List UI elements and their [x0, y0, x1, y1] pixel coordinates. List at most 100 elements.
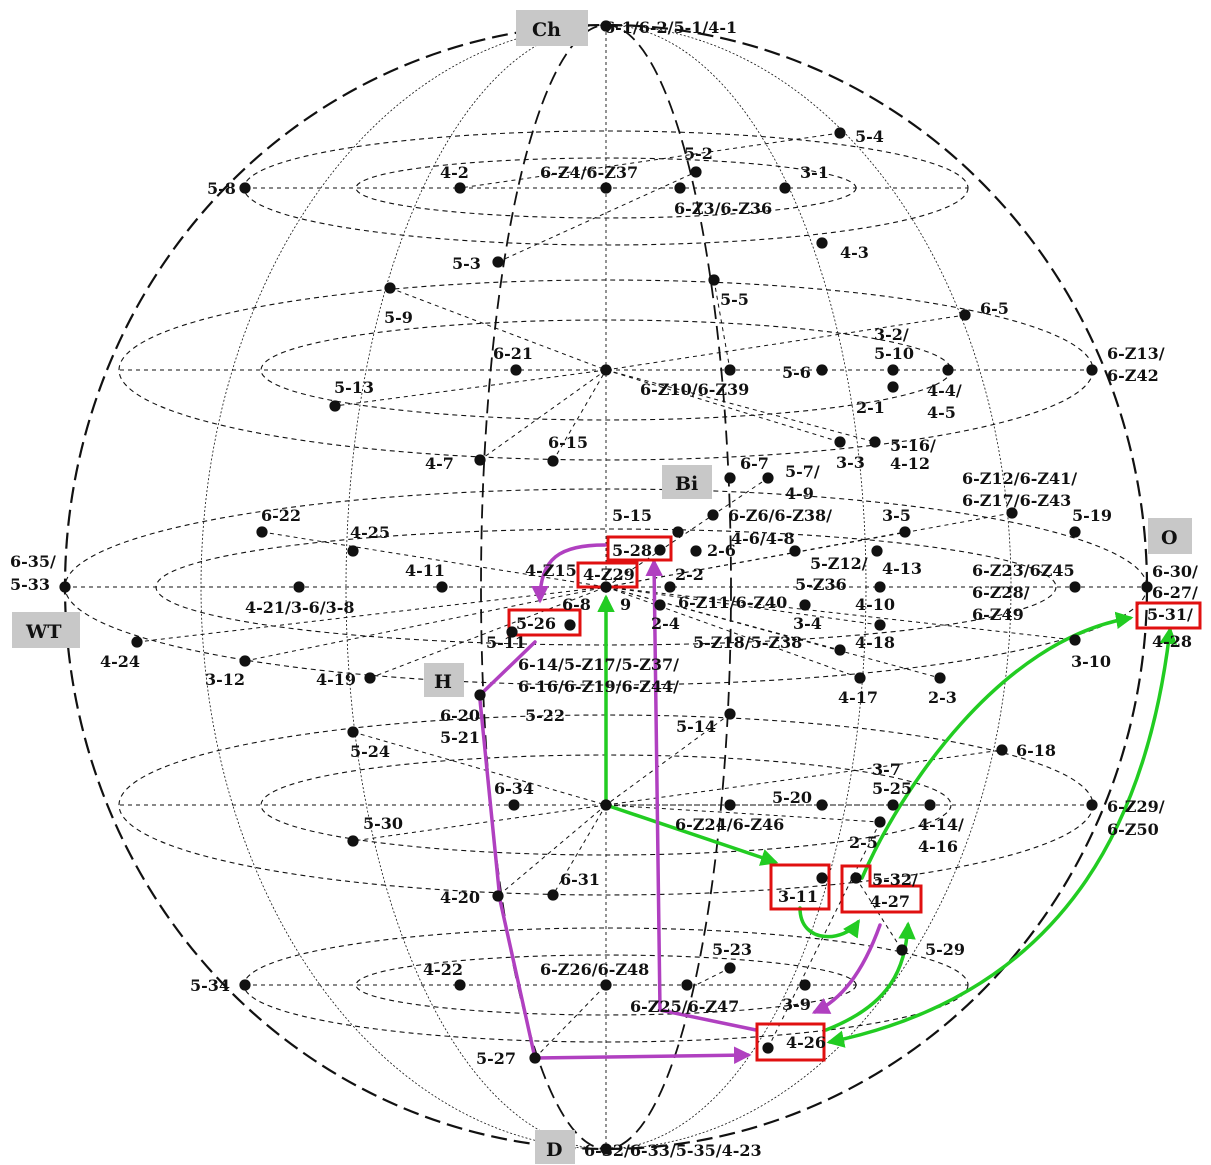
- node-dot: [564, 619, 576, 631]
- purple-arrow-4-26-to-5-28: [645, 558, 758, 1032]
- node-label: 6-Z17/6-Z43: [962, 491, 1071, 510]
- node-label: 5-29: [925, 940, 965, 959]
- node-dot: [834, 127, 846, 139]
- node-dot: [1069, 526, 1081, 538]
- highlight-5-31: [1135, 601, 1202, 630]
- node-label: 5-10: [874, 344, 914, 363]
- highlight-5-26: [507, 608, 582, 637]
- node-dot: [816, 364, 828, 376]
- pole-label-wt: WT: [25, 621, 61, 643]
- node-label: 4-10: [855, 595, 895, 614]
- purple-paths: [478, 543, 882, 1064]
- pole-box-wt: [12, 612, 80, 648]
- node-label: 5-6: [782, 363, 811, 382]
- node-dot: [874, 619, 886, 631]
- node-label: 6-31: [560, 870, 600, 889]
- node-dot: [871, 545, 883, 557]
- node-label: 2-6: [707, 541, 736, 560]
- node-dot: [681, 979, 693, 991]
- node-dot: [789, 545, 801, 557]
- node-label: 6-Z50: [1107, 820, 1159, 839]
- node-dot: [672, 526, 684, 538]
- node-dot: [508, 799, 520, 811]
- node-dot: [492, 256, 504, 268]
- highlight-5-28: [606, 535, 673, 562]
- node-label: 6-21: [493, 344, 533, 363]
- node-label: 4-5: [927, 403, 956, 422]
- node-label: 6-Z23/6Z45: [972, 561, 1075, 580]
- node-label: 4-28: [1152, 632, 1192, 651]
- node-dot: [942, 364, 954, 376]
- purple-arrow-5-28-to-5-26: [531, 543, 607, 604]
- pole-labels: Ch O WT H Bi D: [25, 19, 1178, 1161]
- node-dot: [600, 1143, 612, 1155]
- pole-box-ch: [516, 10, 588, 46]
- node-label: 6-8: [562, 595, 591, 614]
- node-label: 3-10: [1071, 652, 1111, 671]
- node-dot: [816, 237, 828, 249]
- node-label: 4-9: [785, 484, 814, 503]
- node-dot: [724, 962, 736, 974]
- node-dot: [600, 799, 612, 811]
- node-dot: [293, 581, 305, 593]
- node-label: 3-7: [872, 760, 901, 779]
- node-label: 4-14/: [918, 815, 964, 834]
- node-label: 4-26: [786, 1033, 826, 1052]
- node-label: 5-30: [363, 814, 403, 833]
- node-dot: [690, 166, 702, 178]
- node-label: 4-25: [350, 523, 390, 542]
- green-arrow-5-31-to-4-26: [826, 626, 1178, 1048]
- node-label: 6-Z3/6-Z36: [674, 199, 772, 218]
- node-label: 4-3: [840, 243, 869, 262]
- node-label: 6-20: [440, 706, 480, 725]
- node-label: 5-27: [476, 1049, 516, 1068]
- node-dot: [869, 436, 881, 448]
- node-label: 5-25: [872, 779, 912, 798]
- node-label: 6-35/: [10, 552, 56, 571]
- node-dots: [59, 20, 1153, 1155]
- node-label: 4-24: [100, 652, 140, 671]
- node-dot: [1006, 507, 1018, 519]
- node-label: 4-7: [425, 454, 454, 473]
- pole-label-bi: Bi: [675, 473, 698, 495]
- node-label: 9: [620, 595, 631, 614]
- node-dot: [454, 979, 466, 991]
- node-label: 2-4: [651, 614, 680, 633]
- node-label: 3-3: [836, 453, 865, 472]
- node-dot: [547, 455, 559, 467]
- node-label: 6-Z4/6-Z37: [540, 163, 638, 182]
- node-label: 4-2: [440, 163, 469, 182]
- node-label: 5-19: [1072, 506, 1112, 525]
- node-label: 4-16: [918, 837, 958, 856]
- node-label: 2-3: [928, 688, 957, 707]
- node-label: 4-21/3-6/3-8: [245, 598, 355, 617]
- node-label: 5-31/: [1147, 605, 1193, 624]
- node-label: 3-12: [205, 670, 245, 689]
- node-dot: [690, 545, 702, 557]
- node-label: 4-12: [890, 454, 930, 473]
- node-dot: [899, 526, 911, 538]
- node-dot: [1141, 581, 1153, 593]
- highlight-5-32-4-27: [840, 864, 923, 914]
- node-dot: [1069, 634, 1081, 646]
- node-label: 4-20: [440, 888, 480, 907]
- pole-label-d: D: [546, 1139, 562, 1161]
- node-dot: [347, 726, 359, 738]
- node-label: 5-8: [207, 179, 236, 198]
- node-dot: [887, 364, 899, 376]
- node-dot: [529, 1052, 541, 1064]
- node-label: 5-21: [440, 728, 480, 747]
- node-dot: [708, 274, 720, 286]
- node-label: 6-Z12/6-Z41/: [962, 469, 1077, 488]
- node-dot: [654, 599, 666, 611]
- node-label: 5-28: [612, 541, 652, 560]
- node-label: 5-Z18/5-Z38: [693, 633, 802, 652]
- node-dot: [874, 816, 886, 828]
- pole-label-h: H: [434, 671, 452, 693]
- node-label: 3-1: [800, 163, 829, 182]
- node-label: 4-22: [423, 960, 463, 979]
- node-label: 3-9: [782, 995, 811, 1014]
- node-dot: [874, 581, 886, 593]
- pole-box-h: [424, 663, 464, 697]
- node-dot: [674, 182, 686, 194]
